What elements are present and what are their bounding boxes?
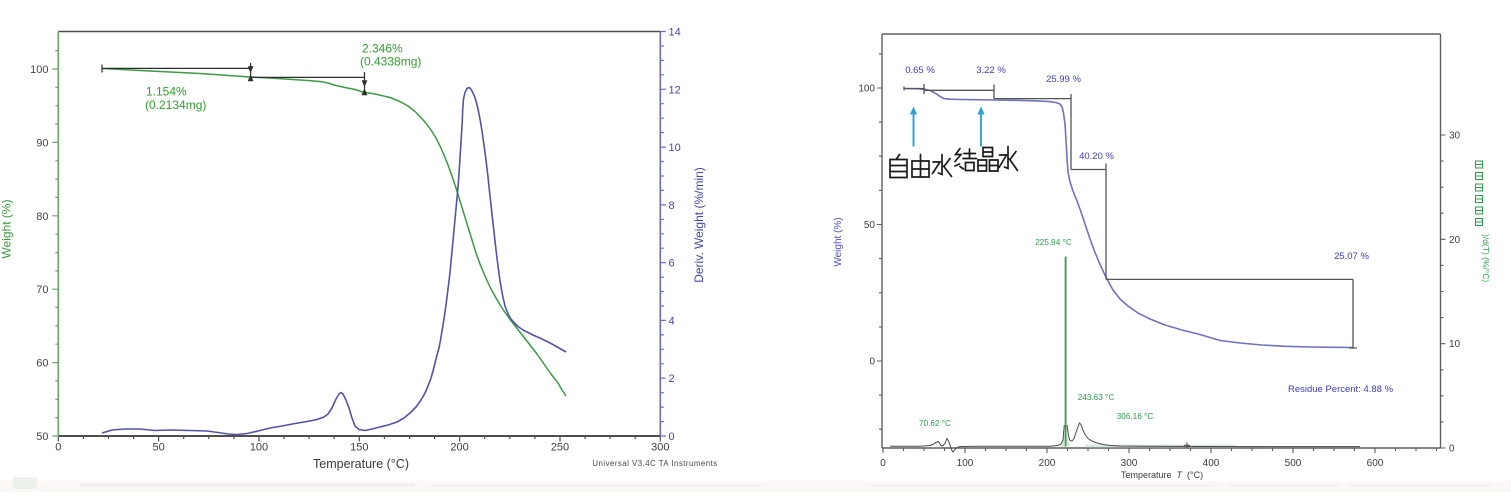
- svg-text:2: 2: [669, 373, 675, 385]
- svg-text:6: 6: [669, 258, 675, 270]
- svg-text:243.63 °C: 243.63 °C: [1078, 393, 1115, 402]
- svg-text:4: 4: [669, 315, 675, 327]
- svg-text:50: 50: [152, 442, 164, 454]
- svg-text:306.16 °C: 306.16 °C: [1117, 412, 1154, 421]
- svg-text:Deriv. Weight (%/min): Deriv. Weight (%/min): [692, 167, 706, 283]
- svg-text:50: 50: [864, 220, 876, 231]
- svg-text:Weight (%): Weight (%): [0, 199, 14, 258]
- svg-text:150: 150: [350, 442, 368, 454]
- svg-text:(0.2134mg): (0.2134mg): [145, 98, 206, 112]
- svg-text:225.94 °C: 225.94 °C: [1035, 238, 1072, 247]
- svg-text:100: 100: [957, 458, 974, 469]
- svg-text:14: 14: [669, 27, 681, 39]
- svg-text:300: 300: [651, 442, 669, 454]
- svg-text:200: 200: [1039, 458, 1056, 469]
- svg-text:Residue Percent: 4.88 %: Residue Percent: 4.88 %: [1288, 384, 1394, 395]
- svg-text:0: 0: [55, 442, 61, 454]
- svg-text:500: 500: [1285, 458, 1302, 469]
- svg-text:25.99 %: 25.99 %: [1046, 74, 1081, 85]
- svg-text:25.07 %: 25.07 %: [1334, 251, 1369, 262]
- svg-text:100: 100: [858, 84, 875, 95]
- svg-text:60: 60: [36, 358, 48, 370]
- svg-text:(0.4338mg): (0.4338mg): [360, 55, 421, 69]
- svg-text:0: 0: [669, 431, 675, 443]
- svg-text:0: 0: [1449, 444, 1455, 455]
- svg-text:100: 100: [250, 442, 268, 454]
- svg-text:0.65 %: 0.65 %: [905, 65, 935, 76]
- svg-text:400: 400: [1203, 458, 1220, 469]
- svg-text:)/d(T) (%/°C): )/d(T) (%/°C): [1481, 234, 1491, 282]
- svg-text:10: 10: [669, 142, 681, 154]
- svg-text:0: 0: [880, 458, 886, 469]
- svg-text:100: 100: [30, 64, 48, 76]
- svg-text:600: 600: [1367, 458, 1384, 469]
- svg-text:Universal V3.4C TA Instruments: Universal V3.4C TA Instruments: [592, 459, 717, 468]
- svg-text:10: 10: [1449, 339, 1461, 350]
- svg-text:3.22 %: 3.22 %: [976, 65, 1006, 76]
- svg-text:80: 80: [36, 211, 48, 223]
- svg-text:70.62 °C: 70.62 °C: [919, 419, 951, 428]
- svg-text:30: 30: [1449, 131, 1461, 142]
- svg-text:250: 250: [551, 442, 569, 454]
- svg-text:1.154%: 1.154%: [146, 85, 187, 99]
- svg-text:70: 70: [36, 284, 48, 296]
- svg-text:200: 200: [450, 442, 468, 454]
- svg-text:300: 300: [1121, 458, 1138, 469]
- svg-text:Temperature T (°C): Temperature T (°C): [1121, 470, 1203, 480]
- svg-text:20: 20: [1449, 235, 1461, 246]
- svg-text:90: 90: [36, 137, 48, 149]
- svg-text:2.346%: 2.346%: [362, 42, 403, 56]
- svg-text:8: 8: [669, 200, 675, 212]
- svg-text:Temperature (°C): Temperature (°C): [313, 457, 409, 471]
- svg-text:12: 12: [669, 84, 681, 96]
- svg-text:50: 50: [36, 431, 48, 443]
- svg-text:0: 0: [869, 357, 875, 368]
- svg-text:40.20 %: 40.20 %: [1079, 151, 1114, 162]
- svg-text:Weight (%): Weight (%): [833, 217, 844, 266]
